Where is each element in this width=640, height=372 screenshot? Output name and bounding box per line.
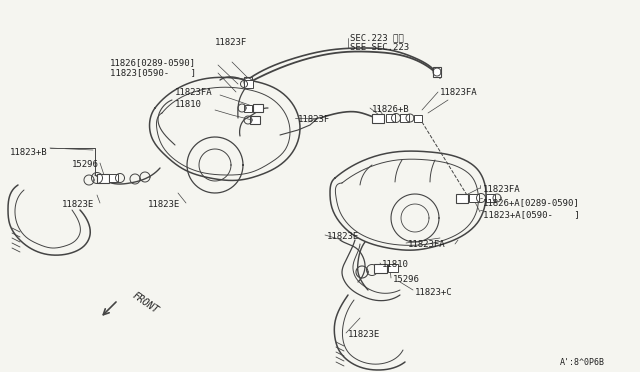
Bar (244, 105, 252, 112)
Text: 11823+A[0590-    ]: 11823+A[0590- ] (483, 210, 580, 219)
Text: 11823E: 11823E (148, 200, 180, 209)
Text: FRONT: FRONT (130, 290, 160, 315)
Bar (372, 113, 384, 122)
Text: 11823E: 11823E (327, 232, 359, 241)
Text: 11810: 11810 (382, 260, 409, 269)
Text: 11823[0590-    ]: 11823[0590- ] (110, 68, 196, 77)
Bar (385, 114, 394, 122)
Bar (433, 67, 441, 77)
Text: 11823F: 11823F (298, 115, 330, 124)
Text: 11826+B: 11826+B (372, 105, 410, 114)
Bar (244, 77, 252, 87)
Bar (456, 193, 468, 202)
Bar (250, 116, 260, 124)
Bar (388, 264, 398, 272)
Bar (374, 263, 387, 273)
Text: 11823E: 11823E (348, 330, 380, 339)
Bar (109, 174, 118, 182)
Text: 11823+B: 11823+B (10, 148, 47, 157)
Bar (469, 194, 479, 202)
Bar (253, 104, 263, 112)
Text: 11826+A[0289-0590]: 11826+A[0289-0590] (483, 198, 580, 207)
Text: A':8^0P6B: A':8^0P6B (560, 358, 605, 367)
Bar (97, 173, 109, 183)
Text: 15296: 15296 (393, 275, 420, 284)
Text: 11823FA: 11823FA (440, 88, 477, 97)
Bar (243, 80, 253, 88)
Text: 11826[0289-0590]: 11826[0289-0590] (110, 58, 196, 67)
Bar (414, 115, 422, 122)
Text: SEC.223 参照: SEC.223 参照 (350, 33, 404, 42)
Text: SEE SEC.223: SEE SEC.223 (350, 43, 409, 52)
Text: 11823FA: 11823FA (408, 240, 445, 249)
Text: 11810: 11810 (175, 100, 202, 109)
Bar (399, 114, 408, 122)
Text: 11823+C: 11823+C (415, 288, 452, 297)
Text: 11823FA: 11823FA (483, 185, 520, 194)
Text: 11823FA: 11823FA (175, 88, 212, 97)
Text: 15296: 15296 (72, 160, 99, 169)
Bar (486, 194, 495, 202)
Text: 11823E: 11823E (62, 200, 94, 209)
Text: 11823F: 11823F (215, 38, 247, 47)
